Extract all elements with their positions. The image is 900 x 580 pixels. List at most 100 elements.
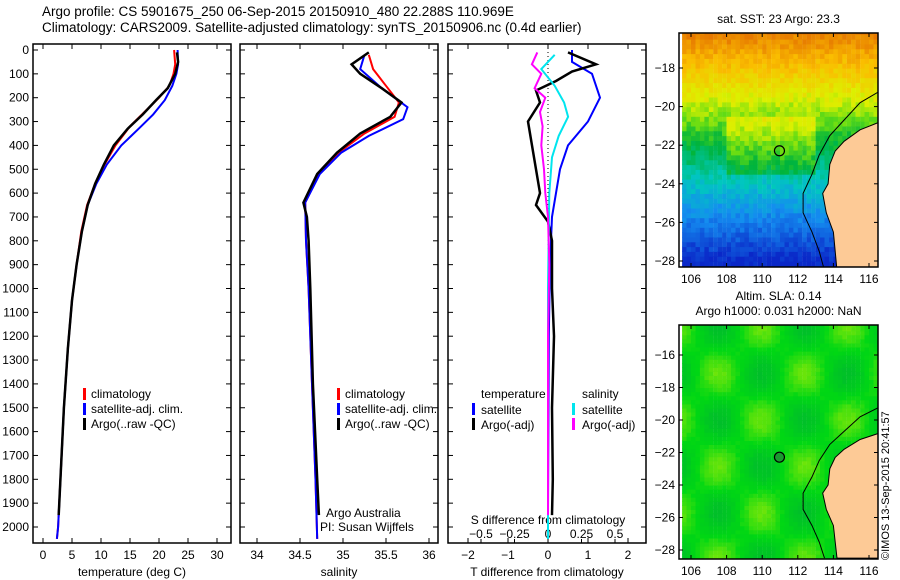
map-cell (704, 203, 709, 209)
map-cell (708, 489, 714, 494)
map-cell (708, 338, 714, 344)
map-cell (775, 188, 781, 194)
map-cell (762, 403, 767, 409)
map-cell (735, 517, 741, 523)
map-cell (780, 460, 785, 466)
map-cell (704, 456, 709, 462)
map-cell (824, 227, 830, 233)
map-cell (842, 379, 847, 385)
map-cell (722, 468, 727, 474)
map-cell (855, 338, 861, 344)
map-cell (744, 97, 749, 103)
map-cell (788, 325, 794, 328)
map-cell (740, 326, 745, 332)
map-cell (695, 550, 701, 555)
map-cell (802, 513, 807, 519)
map-cell (846, 387, 852, 393)
map-cell (717, 456, 723, 462)
map-cell (708, 554, 714, 559)
map-cell (735, 330, 741, 336)
map-cell (695, 436, 701, 441)
map-cell (726, 82, 732, 88)
map-cell (780, 68, 785, 74)
map-cell (811, 135, 816, 141)
map-cell (869, 68, 874, 74)
map-cell (766, 444, 772, 450)
map-cell (811, 407, 816, 413)
map-cell (806, 485, 812, 490)
map-cell (708, 355, 714, 360)
map-cell (824, 111, 830, 117)
map-cell (757, 497, 763, 502)
map-cell (864, 34, 870, 40)
map-cell (771, 456, 776, 462)
map-cell (757, 188, 763, 194)
map-cell (726, 521, 732, 527)
map-cell (682, 130, 687, 137)
map-cell (771, 440, 776, 445)
map-cell (699, 43, 705, 50)
map-cell (780, 399, 785, 405)
map-cell (740, 97, 745, 103)
map-cell (682, 232, 687, 238)
map-cell (717, 460, 723, 466)
map-cell (753, 444, 758, 450)
map-cell (820, 212, 825, 219)
map-cell (833, 116, 838, 122)
map-cell (699, 106, 705, 112)
map-cell (717, 513, 723, 519)
map-cell (695, 537, 701, 543)
map-cell (811, 346, 816, 352)
map-cell (762, 420, 767, 425)
map-cell (757, 440, 763, 445)
map-cell (748, 541, 754, 547)
map-cell (855, 371, 861, 376)
map-cell (735, 116, 741, 122)
lat-tick-label: −28 (655, 254, 676, 268)
map-cell (704, 424, 709, 429)
map-cell (757, 338, 763, 344)
map-cell (797, 395, 803, 401)
map-cell (753, 452, 758, 458)
map-cell (824, 164, 830, 170)
map-cell (797, 92, 803, 98)
map-cell (757, 334, 763, 340)
map-cell (695, 145, 701, 151)
map-cell (846, 440, 852, 445)
map-cell (722, 383, 727, 389)
map-cell (811, 501, 816, 506)
map-cell (686, 121, 692, 127)
map-cell (793, 140, 798, 146)
map-cell (793, 505, 798, 510)
map-cell (699, 525, 705, 531)
map-cell (811, 154, 816, 161)
map-cell (708, 411, 714, 417)
map-cell (740, 432, 745, 437)
map-cell (797, 87, 803, 93)
map-cell (811, 428, 816, 433)
map-cell (704, 342, 709, 348)
map-cell (695, 554, 701, 559)
map-cell (740, 212, 745, 219)
map-cell (726, 193, 732, 199)
map-cell (753, 203, 758, 209)
map-cell (766, 415, 772, 421)
map-cell (722, 346, 727, 352)
map-cell (753, 130, 758, 137)
map-cell (735, 101, 741, 108)
map-cell (811, 472, 816, 478)
map-cell (815, 452, 821, 458)
map-cell (704, 468, 709, 474)
map-cell (695, 387, 701, 393)
map-cell (731, 407, 736, 413)
map-cell (815, 436, 821, 441)
map-cell (762, 203, 767, 209)
map-cell (780, 212, 785, 219)
map-cell (695, 411, 701, 417)
map-cell (722, 179, 727, 185)
map-cell (802, 440, 807, 445)
map-cell (691, 342, 696, 348)
map-cell (815, 375, 821, 380)
map-cell (757, 116, 763, 122)
map-cell (788, 101, 794, 108)
